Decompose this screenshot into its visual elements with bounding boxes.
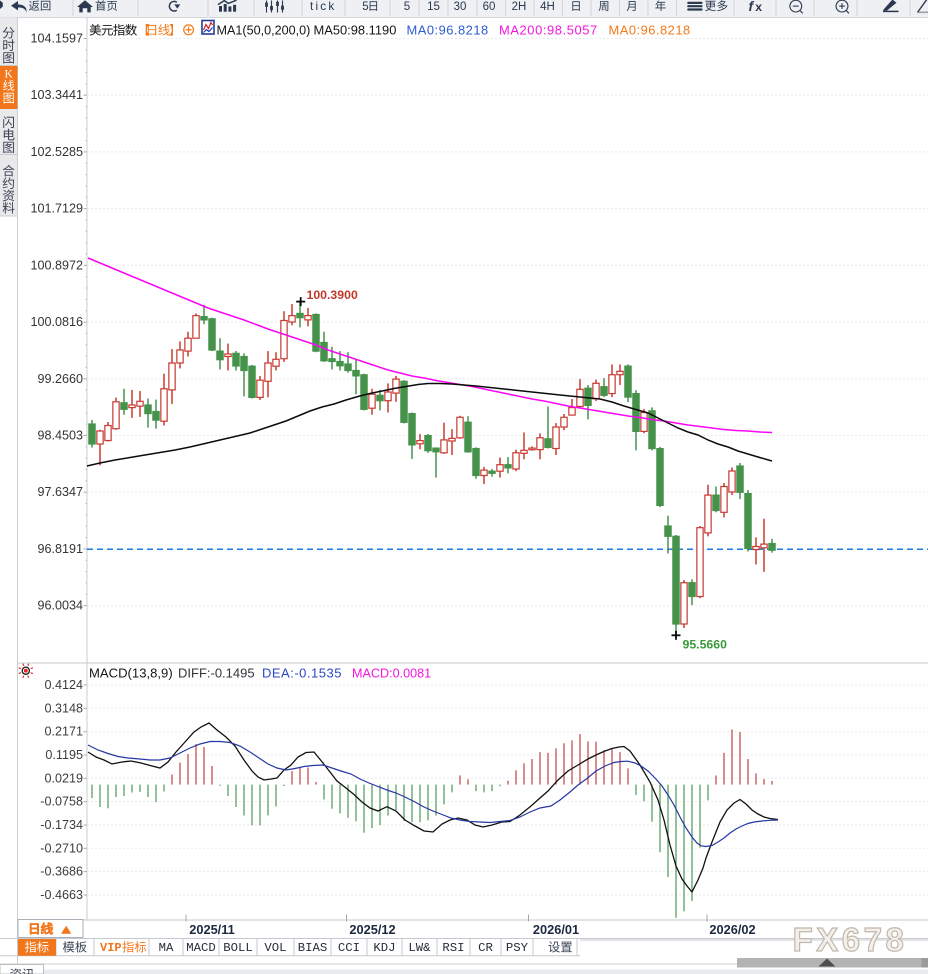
svg-text:MA: MA <box>159 941 174 955</box>
svg-text:5: 5 <box>362 1 368 13</box>
svg-text:101.7129: 101.7129 <box>30 202 83 216</box>
svg-text:0.0219: 0.0219 <box>44 771 83 785</box>
svg-text:MA200:98.5057: MA200:98.5057 <box>499 23 598 38</box>
svg-text:CCI: CCI <box>338 941 360 955</box>
svg-text:VIP: VIP <box>100 941 122 955</box>
svg-text:-0.2710: -0.2710 <box>40 841 83 855</box>
svg-text:15: 15 <box>427 1 440 13</box>
svg-text:K: K <box>4 69 13 81</box>
svg-text:MA50:98.1190: MA50:98.1190 <box>314 23 397 38</box>
svg-text:2025/12: 2025/12 <box>349 922 395 937</box>
svg-text:100.8972: 100.8972 <box>30 258 83 272</box>
svg-text:FX678: FX678 <box>793 921 908 958</box>
svg-text:0.4124: 0.4124 <box>44 678 83 692</box>
svg-text:99.2660: 99.2660 <box>37 372 83 386</box>
svg-text:BIAS: BIAS <box>298 941 328 955</box>
svg-text:0.2171: 0.2171 <box>44 725 83 739</box>
svg-text:96.0034: 96.0034 <box>37 599 83 613</box>
svg-text:0.3148: 0.3148 <box>44 701 83 715</box>
svg-text:VOL: VOL <box>264 941 286 955</box>
svg-text:x: x <box>755 0 762 14</box>
svg-text:f: f <box>749 0 755 14</box>
svg-text:2026/01: 2026/01 <box>533 922 579 937</box>
svg-text:-0.4663: -0.4663 <box>40 888 83 902</box>
svg-text:95.5660: 95.5660 <box>683 638 728 652</box>
svg-text:100.0816: 100.0816 <box>30 315 83 329</box>
svg-text:DEA:-0.1535: DEA:-0.1535 <box>262 666 342 681</box>
svg-text:96.8191: 96.8191 <box>37 542 83 556</box>
svg-text:98.4503: 98.4503 <box>37 429 83 443</box>
svg-text:104.1597: 104.1597 <box>30 32 83 46</box>
svg-text:102.5285: 102.5285 <box>30 145 83 159</box>
svg-text:MA0:96.8218: MA0:96.8218 <box>407 23 489 38</box>
svg-text:MA0:96.8218: MA0:96.8218 <box>609 23 691 38</box>
svg-text:MACD:0.0081: MACD:0.0081 <box>352 667 431 681</box>
svg-text:4H: 4H <box>540 1 555 13</box>
svg-text:KDJ: KDJ <box>373 941 395 955</box>
svg-text:MACD(13,8,9): MACD(13,8,9) <box>89 666 173 681</box>
svg-text:100.3900: 100.3900 <box>307 288 358 302</box>
svg-text:2025/11: 2025/11 <box>189 922 235 937</box>
svg-text:60: 60 <box>483 1 496 13</box>
svg-text:MACD: MACD <box>186 941 216 955</box>
svg-text:LW&: LW& <box>408 941 431 955</box>
svg-text:BOLL: BOLL <box>223 941 253 955</box>
svg-text:tick: tick <box>310 0 337 13</box>
svg-text:5: 5 <box>404 1 410 13</box>
svg-text:-0.3686: -0.3686 <box>40 865 83 879</box>
svg-text:30: 30 <box>454 1 467 13</box>
svg-text:MA1(50,0,200,0): MA1(50,0,200,0) <box>217 24 311 38</box>
svg-text:-0.1734: -0.1734 <box>40 818 83 832</box>
svg-text:RSI: RSI <box>442 941 464 955</box>
svg-text:2H: 2H <box>512 1 527 13</box>
svg-text:103.3441: 103.3441 <box>30 88 83 102</box>
svg-text:0.1195: 0.1195 <box>45 748 83 762</box>
svg-text:PSY: PSY <box>506 941 529 955</box>
svg-text:97.6347: 97.6347 <box>37 485 83 499</box>
svg-text:CR: CR <box>478 941 493 955</box>
svg-text:2026/02: 2026/02 <box>709 922 755 937</box>
svg-text:-0.0758: -0.0758 <box>40 795 83 809</box>
svg-text:DIFF:-0.1495: DIFF:-0.1495 <box>178 666 255 681</box>
